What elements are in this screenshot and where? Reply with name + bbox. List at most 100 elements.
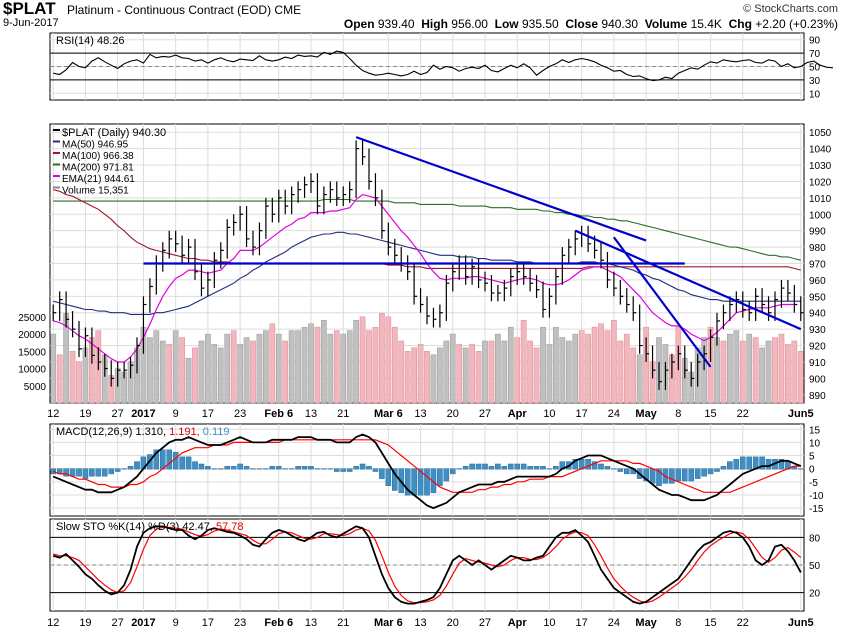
chart-header: $PLAT Platinum - Continuous Contract (EO… [0,0,850,32]
rsi-title: RSI(14) 48.26 [56,35,124,47]
macd-histogram-bar [759,456,765,470]
volume-bar [385,316,392,404]
trendline [574,229,802,331]
macd-histogram-bar [682,468,688,482]
macd-histogram-bar [76,468,82,477]
volume-bar [443,340,450,404]
volume-bar [430,354,437,404]
chg-value: +2.20 (+0.23%) [755,17,838,31]
volume-tick-label: 5000 [24,382,47,393]
price-legend-item: EMA(21) 944.61 [62,174,135,185]
price-y-tick-label: 930 [809,325,826,336]
macd-histogram-bar [727,461,733,470]
macd-histogram-bar [404,468,411,496]
rsi-y-tick-label: 30 [809,76,821,87]
volume-bar [346,330,353,404]
volume-bar [398,340,405,404]
macd-histogram-bar [495,463,501,470]
price-x-tick-label: 10 [543,408,555,420]
volume-bar [437,347,443,404]
macd-histogram-bar [520,463,527,470]
macd-histogram-bar [217,468,224,470]
sto-d-line [53,526,802,604]
bottom-x-tick-label: 8 [675,617,681,629]
volume-bar [759,347,765,404]
volume-bar [366,330,372,404]
volume-bar [321,320,327,404]
bottom-x-tick-label: 22 [737,617,749,629]
volume-bar [449,333,456,404]
macd-histogram-bar [263,468,269,470]
macd-histogram-bar [611,468,617,470]
price-y-tick-label: 940 [809,309,826,320]
volume-bar [540,326,546,404]
legend-swatch [53,175,60,177]
price-x-tick-label: 24 [608,408,620,420]
macd-histogram-bar [585,459,591,470]
macd-histogram-bar [475,463,482,470]
rsi-y-tick-label: 10 [809,89,821,100]
volume-bar [591,326,598,404]
volume-bar [533,347,540,404]
macd-y-tick-label: 10 [809,438,821,449]
macd-histogram-bar [591,461,598,470]
macd-histogram-bar [334,468,340,472]
macd-histogram-bar [733,459,740,470]
close-label: Close [565,17,599,31]
volume-bar [469,344,475,404]
contract-title: Platinum - Continuous Contract (EOD) [67,3,272,17]
volume-bar [237,344,243,404]
volume-bar [527,340,533,404]
macd-histogram-bar [243,466,250,470]
legend-swatch [53,186,60,189]
volume-bar [630,347,637,404]
volume-bar [424,351,430,404]
macd-histogram-bar [450,468,456,475]
volume-bar [76,361,82,404]
macd-histogram-bar [643,468,649,482]
volume-bar [501,340,508,404]
macd-histogram-bar [276,466,282,470]
price-y-tick-label: 1030 [809,161,832,172]
macd-histogram-bar [95,468,102,477]
macd-histogram-bar [366,466,372,470]
chg-label: Chg [728,17,752,31]
bottom-x-tick-label: 13 [414,617,426,629]
macd-histogram-bar [649,468,656,484]
macd-histogram-bar [714,468,720,472]
bottom-x-tick-label: 27 [112,617,124,629]
volume-bar [565,340,572,404]
price-x-tick-label: 8 [675,408,681,420]
volume-bar [797,351,804,404]
bottom-x-tick-label: Jun5 [788,617,814,629]
macd-histogram-bar [501,466,508,470]
volume-bar [765,340,772,404]
volume-bar [153,330,160,404]
volume-bar [166,344,173,404]
price-y-tick-label: 1000 [809,210,832,221]
sto-k-line [52,525,802,605]
volume-bar [617,340,624,404]
macd-histogram-bar [63,468,69,477]
macd-histogram-bar [417,468,424,496]
macd-histogram-bar [179,456,185,470]
price-legend-item: Volume 15,351 [62,186,129,197]
volume-bar [636,354,643,404]
macd-histogram-bar [488,466,495,470]
volume-bar [611,320,617,404]
volume-bar [714,337,720,404]
ma50-line [53,231,801,315]
macd-y-tick-label: 0 [809,465,815,476]
macd-histogram-bar [669,468,675,484]
macd-histogram-bar [437,468,443,486]
rsi-y-tick-label: 90 [809,36,821,47]
price-y-tick-label: 950 [809,292,826,303]
bottom-x-tick-label: Apr [508,617,528,629]
volume-bar [159,340,166,404]
volume-label: Volume [644,17,688,31]
price-x-tick-label: Apr [508,408,528,420]
macd-histogram-bar [598,463,604,470]
macd-histogram-bar [89,468,95,477]
macd-histogram-bar [514,463,521,470]
